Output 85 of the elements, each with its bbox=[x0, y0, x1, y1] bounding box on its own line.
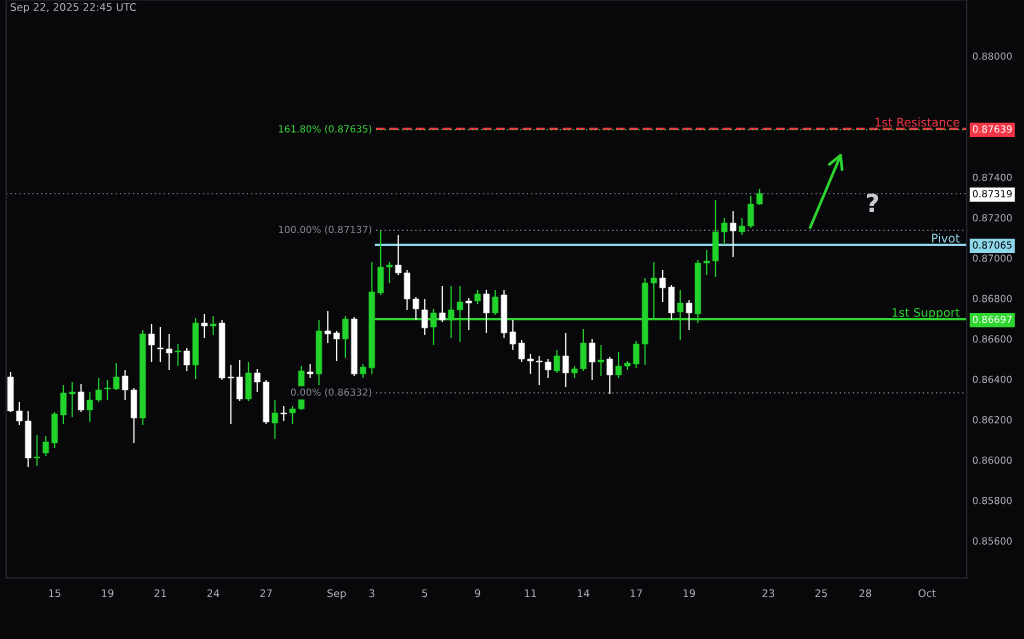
ref-line-label: 1st Support bbox=[892, 307, 960, 320]
candlestick bbox=[60, 384, 67, 425]
candlestick bbox=[342, 315, 349, 359]
y-tick-label: 0.87200 bbox=[972, 214, 1012, 222]
candlestick bbox=[16, 401, 23, 426]
candlestick bbox=[562, 332, 569, 388]
candlestick bbox=[527, 353, 534, 375]
y-tick-label: 0.86200 bbox=[972, 416, 1012, 424]
candlestick bbox=[703, 249, 710, 276]
y-tick-label: 0.85800 bbox=[972, 496, 1012, 505]
candlestick bbox=[166, 333, 173, 371]
ref-line-label: Pivot bbox=[932, 233, 960, 243]
y-tick-label: 0.86600 bbox=[972, 335, 1012, 343]
candlestick bbox=[33, 434, 41, 467]
candlestick bbox=[395, 234, 402, 276]
x-tick-label: 28 bbox=[859, 589, 872, 598]
candlestick bbox=[597, 344, 605, 377]
candlestick bbox=[324, 310, 331, 344]
candlestick bbox=[492, 289, 499, 316]
x-tick-label: 19 bbox=[683, 589, 695, 598]
candlestick bbox=[69, 381, 76, 418]
y-tick-label: 0.87065 bbox=[972, 241, 1012, 249]
x-tick-label: 27 bbox=[260, 589, 272, 597]
x-tick-label: 9 bbox=[474, 589, 481, 598]
y-tick-label: 0.86000 bbox=[972, 456, 1012, 464]
candlestick bbox=[386, 261, 393, 284]
candlestick bbox=[201, 313, 208, 339]
y-tick-label: 0.87000 bbox=[972, 254, 1012, 262]
x-tick-label: Oct bbox=[918, 589, 936, 598]
ref-line-label: 100.00% (0.87137) bbox=[279, 225, 372, 235]
chart-title: Sep 22, 2025 22:45 UTC bbox=[10, 3, 137, 13]
y-tick-label: 0.87319 bbox=[972, 190, 1012, 198]
candlestick bbox=[544, 358, 552, 379]
candlestick bbox=[685, 299, 693, 331]
x-tick-label: 15 bbox=[49, 589, 61, 598]
x-tick-label: 17 bbox=[630, 589, 642, 597]
y-tick-label: 0.87400 bbox=[972, 173, 1012, 181]
candlestick bbox=[210, 315, 217, 336]
candlestick bbox=[113, 362, 120, 391]
candlestick bbox=[183, 347, 190, 372]
ref-line-label: 1st Resistance bbox=[875, 117, 960, 127]
candlestick bbox=[104, 379, 111, 401]
candlestick bbox=[333, 330, 340, 362]
x-tick-label: 14 bbox=[577, 589, 590, 597]
candlestick bbox=[439, 285, 446, 323]
candlestick bbox=[254, 368, 261, 393]
candlestick bbox=[721, 217, 728, 246]
candlestick bbox=[42, 435, 49, 457]
candlestick bbox=[518, 339, 525, 363]
x-tick-label: 25 bbox=[815, 589, 827, 598]
x-tick-label: Sep bbox=[327, 589, 346, 600]
candlestick bbox=[421, 298, 428, 336]
candlestick bbox=[236, 359, 243, 402]
ref-line-label: 0.00% (0.86332) bbox=[290, 388, 372, 397]
candlestick bbox=[148, 323, 155, 363]
x-tick-label: 19 bbox=[102, 589, 114, 598]
y-tick-label: 0.86400 bbox=[972, 375, 1012, 384]
y-tick-label: 0.86697 bbox=[972, 315, 1012, 324]
x-tick-label: 24 bbox=[207, 589, 220, 597]
candlestick bbox=[536, 355, 543, 386]
x-tick-label: 5 bbox=[422, 589, 428, 598]
y-tick-label: 0.86800 bbox=[972, 294, 1012, 303]
candlestick bbox=[659, 269, 666, 303]
candlestick bbox=[157, 326, 164, 363]
y-tick-label: 0.87639 bbox=[972, 125, 1012, 133]
candlestick bbox=[86, 391, 93, 423]
x-tick-label: 23 bbox=[762, 589, 775, 598]
candlestick bbox=[465, 297, 472, 331]
x-tick-label: 11 bbox=[524, 589, 537, 597]
candlestick bbox=[174, 343, 182, 367]
x-tick-label: 3 bbox=[369, 589, 375, 598]
y-tick-label: 0.88000 bbox=[972, 52, 1012, 60]
candlestick bbox=[730, 210, 737, 258]
candlestick bbox=[553, 349, 561, 374]
candlestick bbox=[483, 289, 490, 334]
candlestick bbox=[589, 338, 596, 381]
candlestick bbox=[77, 383, 85, 413]
candlestick bbox=[271, 399, 279, 440]
ref-line-label: 161.80% (0.87635) bbox=[279, 125, 372, 134]
x-tick-label: 21 bbox=[154, 589, 167, 597]
y-tick-label: 0.85600 bbox=[972, 537, 1012, 545]
candlestick bbox=[95, 377, 102, 403]
candlestick bbox=[606, 356, 613, 395]
candlestick bbox=[615, 351, 622, 379]
annotation: ? bbox=[867, 193, 879, 213]
